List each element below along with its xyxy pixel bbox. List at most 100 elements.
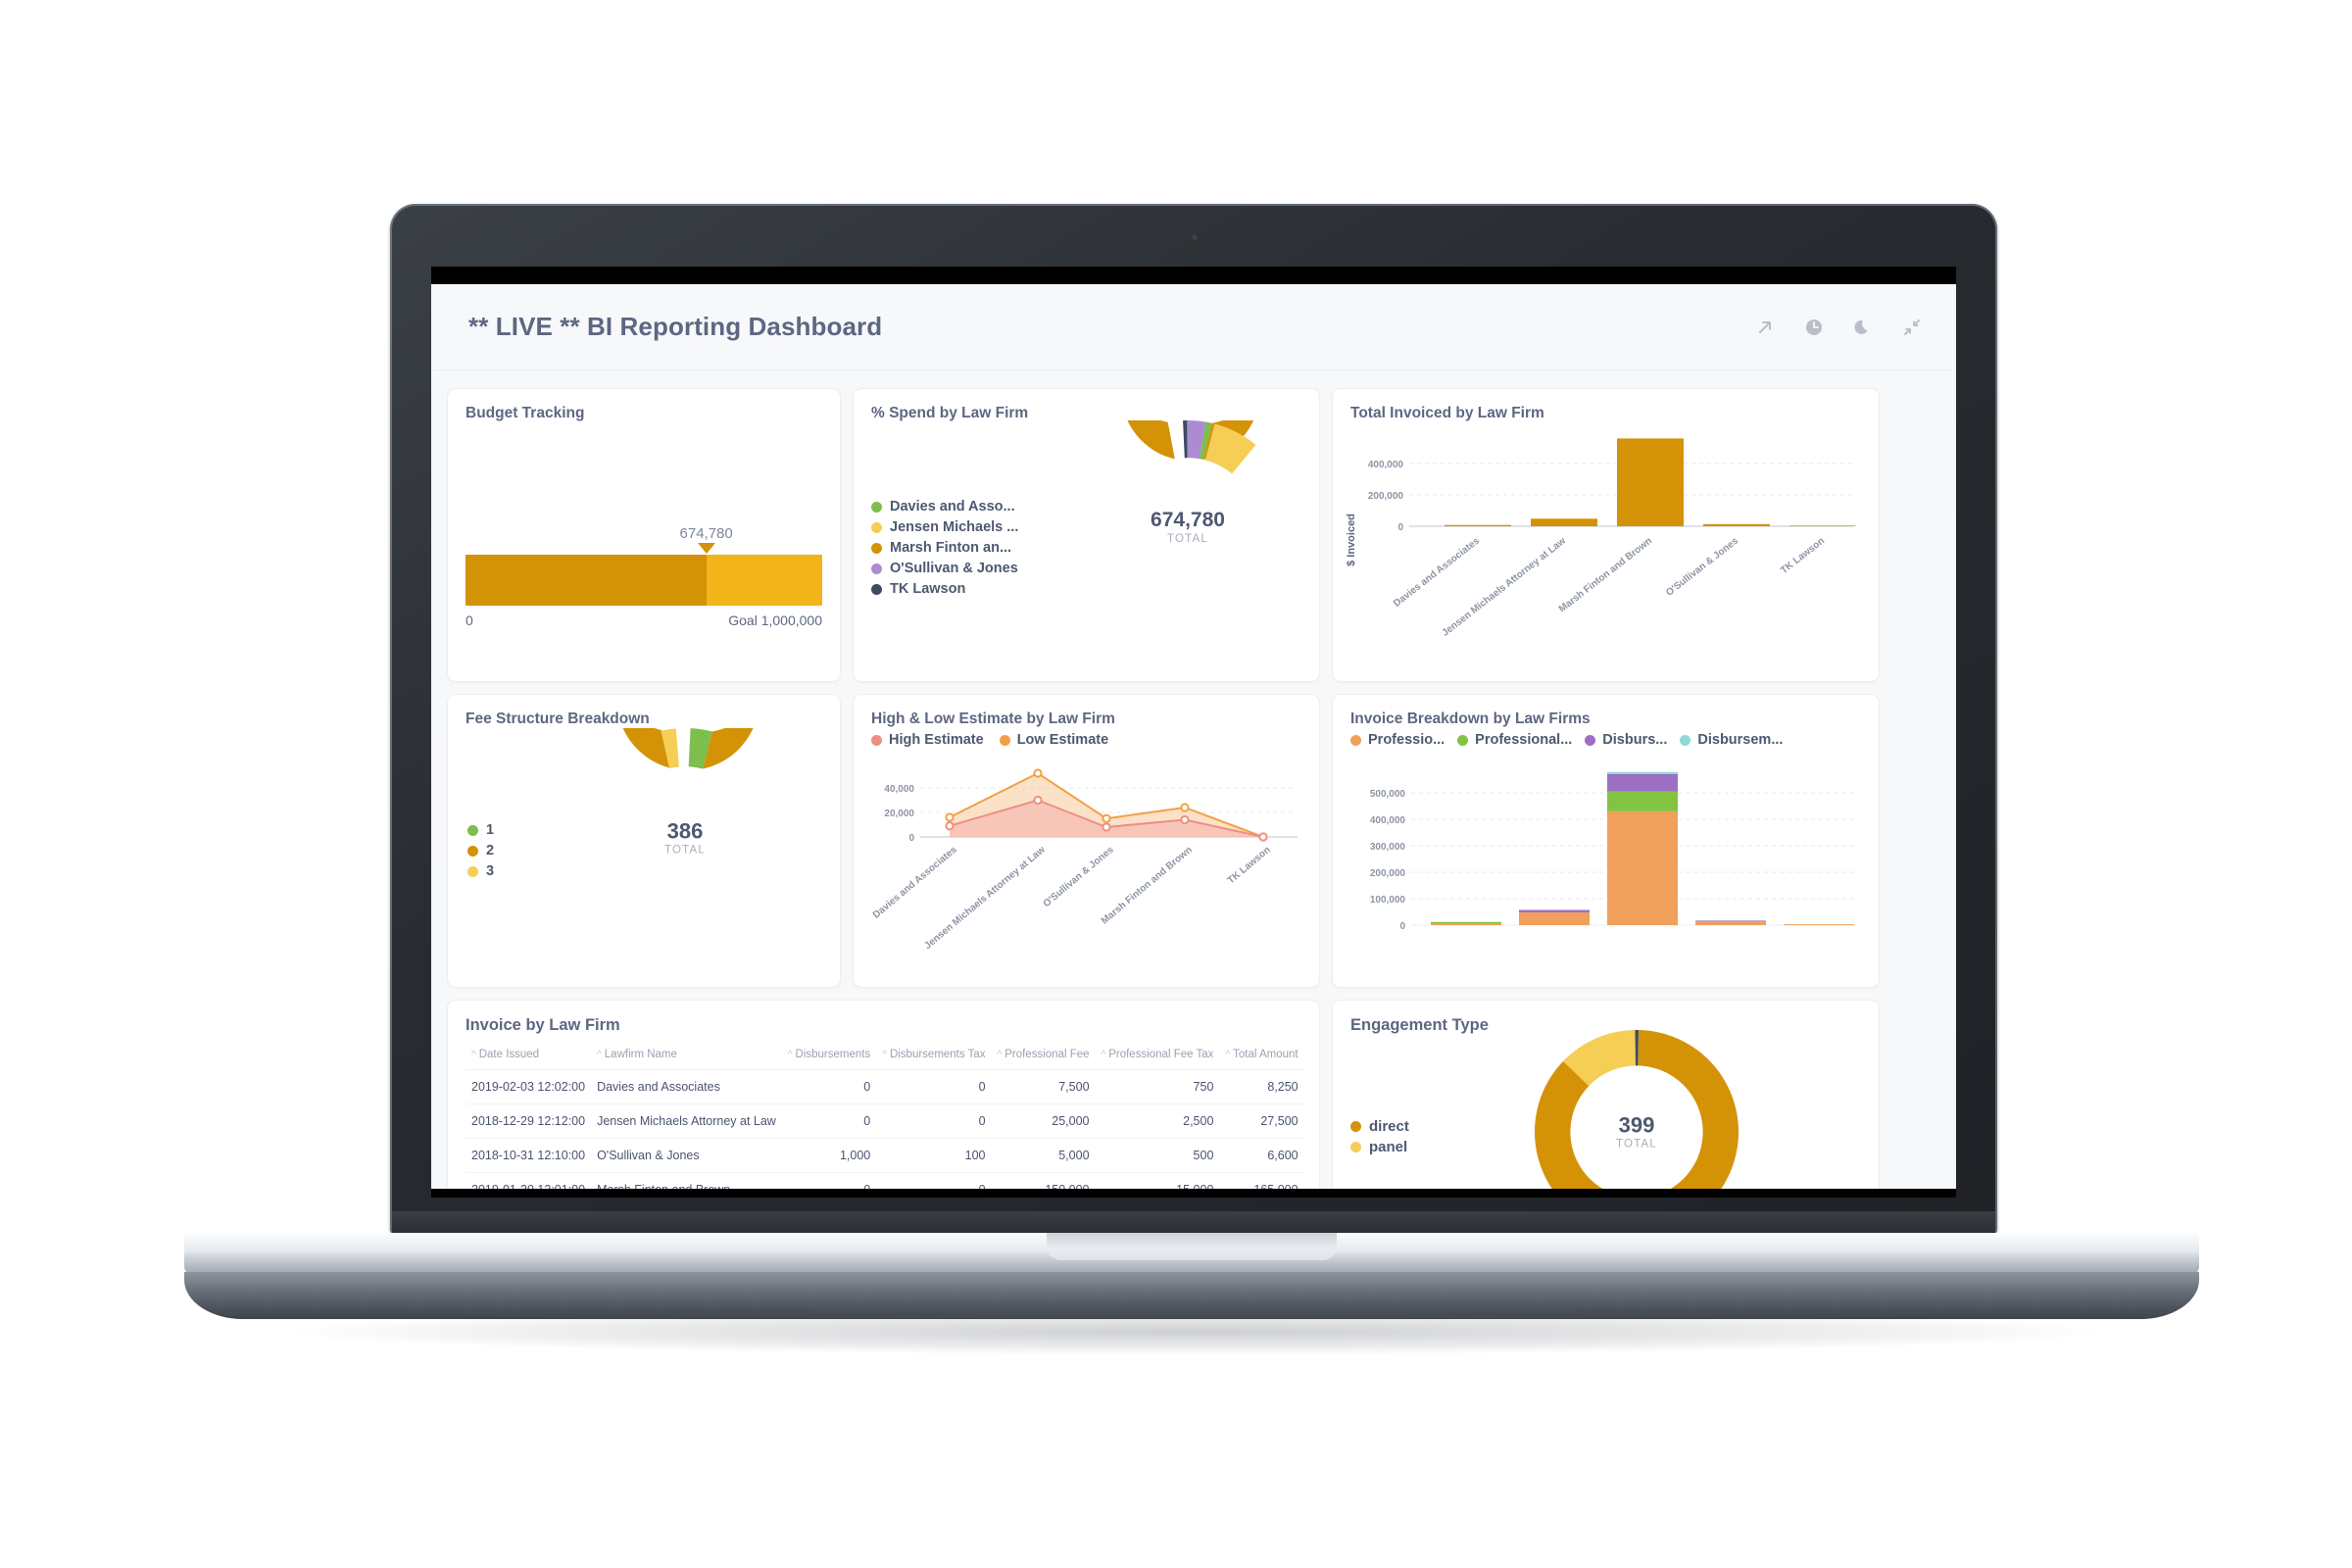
card-total-invoiced: Total Invoiced by Law Firm $ Invoiced 40… bbox=[1332, 388, 1880, 682]
cell-total-amount: 8,250 bbox=[1219, 1069, 1304, 1104]
engagement-donut-chart[interactable]: 399 TOTAL bbox=[1535, 1030, 1739, 1189]
legend-item[interactable]: panel bbox=[1350, 1137, 1409, 1157]
table-row[interactable]: 2019-01-20 12:01:00 Marsh Finton and Bro… bbox=[466, 1172, 1304, 1189]
laptop-screen: ** LIVE ** BI Reporting Dashboard bbox=[431, 284, 1956, 1189]
sort-caret-icon: ^ bbox=[882, 1050, 887, 1060]
legend-label: High Estimate bbox=[889, 732, 984, 748]
laptop-base-notch bbox=[1047, 1233, 1337, 1260]
legend-label: Disbursem... bbox=[1697, 732, 1784, 748]
dashboard-row-2: Fee Structure Breakdown 1 2 3 bbox=[447, 694, 1940, 988]
card-fee-structure: Fee Structure Breakdown 1 2 3 bbox=[447, 694, 841, 988]
cell-lawfirm-name: Jensen Michaels Attorney at Law bbox=[591, 1103, 782, 1139]
bi-dashboard: ** LIVE ** BI Reporting Dashboard bbox=[431, 284, 1956, 1189]
legend-dot-icon bbox=[871, 584, 882, 595]
table-row[interactable]: 2018-12-29 12:12:00 Jensen Michaels Atto… bbox=[466, 1103, 1304, 1139]
cell-professional-fee: 5,000 bbox=[991, 1138, 1096, 1173]
laptop-hinge bbox=[392, 1211, 1995, 1235]
legend-dot-icon bbox=[871, 502, 882, 513]
cell-date-issued: 2019-02-03 12:02:00 bbox=[466, 1069, 592, 1104]
moon-icon[interactable] bbox=[1852, 317, 1874, 338]
svg-text:400,000: 400,000 bbox=[1368, 460, 1404, 470]
spend-donut-chart[interactable]: 674,780 TOTAL bbox=[1081, 389, 1295, 634]
legend-item[interactable]: TK Lawson bbox=[871, 579, 1018, 600]
cell-disbursements: 0 bbox=[781, 1172, 877, 1189]
budget-bar-fill bbox=[466, 555, 707, 606]
column-header-date-issued[interactable]: ^ Date Issued bbox=[466, 1043, 592, 1070]
fee-structure-donut-chart[interactable]: 386 TOTAL bbox=[575, 695, 795, 948]
cell-disbursements-tax: 100 bbox=[876, 1138, 992, 1173]
table-row[interactable]: 2019-02-03 12:02:00 Davies and Associate… bbox=[466, 1069, 1304, 1104]
svg-text:O'Sullivan & Jones: O'Sullivan & Jones bbox=[1042, 844, 1116, 909]
legend-item[interactable]: Professio... bbox=[1350, 732, 1445, 748]
svg-text:200,000: 200,000 bbox=[1368, 491, 1404, 502]
legend-item[interactable]: Low Estimate bbox=[999, 732, 1109, 748]
card-engagement-type: Engagement Type direct panel bbox=[1332, 1000, 1880, 1189]
budget-marker-arrow-icon bbox=[697, 543, 715, 554]
svg-text:20,000: 20,000 bbox=[884, 808, 914, 819]
column-header-lawfirm-name[interactable]: ^ Lawfirm Name bbox=[591, 1043, 782, 1070]
estimates-legend: High Estimate Low Estimate bbox=[871, 732, 1301, 748]
legend-item[interactable]: 3 bbox=[467, 861, 494, 882]
budget-marker: 674,780 bbox=[466, 515, 822, 555]
svg-text:200,000: 200,000 bbox=[1370, 868, 1406, 879]
cell-lawfirm-name: Marsh Finton and Brown bbox=[591, 1172, 782, 1189]
column-header-professional-fee[interactable]: ^ Professional Fee bbox=[991, 1043, 1096, 1070]
card-invoice-breakdown: Invoice Breakdown by Law Firms Professio… bbox=[1332, 694, 1880, 988]
budget-axis-labels: 0 Goal 1,000,000 bbox=[466, 612, 822, 628]
table-header-row: ^ Date Issued ^ Lawfirm Name ^ Disbursement… bbox=[466, 1043, 1304, 1070]
column-header-disbursements[interactable]: ^ Disbursements bbox=[781, 1043, 877, 1070]
legend-item[interactable]: Jensen Michaels ... bbox=[871, 517, 1018, 538]
legend-dot-icon bbox=[467, 866, 478, 877]
column-header-disbursements-tax[interactable]: ^ Disbursements Tax bbox=[876, 1043, 992, 1070]
legend-dot-icon bbox=[1350, 1121, 1361, 1132]
collapse-icon[interactable] bbox=[1901, 317, 1923, 338]
legend-item[interactable]: Disburs... bbox=[1585, 732, 1667, 748]
invoice-breakdown-bar-chart[interactable]: 500,000 400,000 300,000 200,000 100,000 … bbox=[1339, 760, 1868, 965]
svg-text:300,000: 300,000 bbox=[1370, 842, 1406, 853]
legend-label: Davies and Asso... bbox=[890, 499, 1015, 514]
svg-text:100,000: 100,000 bbox=[1370, 895, 1406, 906]
legend-label: panel bbox=[1369, 1139, 1408, 1155]
share-arrow-icon[interactable] bbox=[1754, 317, 1776, 338]
dashboard-header: ** LIVE ** BI Reporting Dashboard bbox=[431, 284, 1956, 370]
cell-total-amount: 27,500 bbox=[1219, 1103, 1304, 1139]
table-row[interactable]: 2018-10-31 12:10:00 O'Sullivan & Jones 1… bbox=[466, 1138, 1304, 1173]
legend-dot-icon bbox=[1585, 734, 1596, 746]
svg-text:0: 0 bbox=[908, 833, 914, 844]
legend-item[interactable]: 1 bbox=[467, 820, 494, 841]
budget-bar-track[interactable] bbox=[466, 555, 822, 606]
clock-icon[interactable] bbox=[1803, 317, 1825, 338]
cell-professional-fee: 150,000 bbox=[991, 1172, 1096, 1189]
legend-label: Professional... bbox=[1475, 732, 1573, 748]
header-actions bbox=[1754, 317, 1923, 338]
cell-disbursements: 1,000 bbox=[781, 1138, 877, 1173]
card-title: Invoice Breakdown by Law Firms bbox=[1350, 710, 1591, 727]
sort-caret-icon: ^ bbox=[471, 1050, 476, 1060]
legend-item[interactable]: direct bbox=[1350, 1116, 1409, 1137]
legend-label: Low Estimate bbox=[1016, 732, 1109, 748]
legend-item[interactable]: Davies and Asso... bbox=[871, 497, 1018, 517]
legend-item[interactable]: O'Sullivan & Jones bbox=[871, 559, 1018, 579]
cell-lawfirm-name: Davies and Associates bbox=[591, 1069, 782, 1104]
total-invoiced-bar-chart[interactable]: $ Invoiced 400,000 200,000 0 bbox=[1339, 424, 1868, 669]
budget-min-label: 0 bbox=[466, 612, 473, 628]
legend-item[interactable]: Marsh Finton an... bbox=[871, 538, 1018, 559]
svg-text:TK Lawson: TK Lawson bbox=[1226, 845, 1273, 887]
legend-label: 1 bbox=[486, 822, 495, 838]
svg-text:TK Lawson: TK Lawson bbox=[1779, 536, 1827, 577]
legend-item[interactable]: Professional... bbox=[1457, 732, 1572, 748]
legend-item[interactable]: Disbursem... bbox=[1680, 732, 1783, 748]
estimates-area-chart[interactable]: 40,000 20,000 0 bbox=[861, 761, 1312, 977]
column-header-total-amount[interactable]: ^ Total Amount bbox=[1219, 1043, 1304, 1070]
legend-item[interactable]: 2 bbox=[467, 841, 494, 861]
dashboard-row-1: Budget Tracking 674,780 0 Goal bbox=[447, 388, 1940, 682]
sort-caret-icon: ^ bbox=[787, 1050, 793, 1060]
card-invoice-table: Invoice by Law Firm ^ Date Issued ^ Lawfir… bbox=[447, 1000, 1320, 1189]
legend-dot-icon bbox=[871, 543, 882, 554]
sort-caret-icon: ^ bbox=[1225, 1050, 1231, 1060]
cell-date-issued: 2018-10-31 12:10:00 bbox=[466, 1138, 592, 1173]
column-header-professional-fee-tax[interactable]: ^ Professional Fee Tax bbox=[1095, 1043, 1220, 1070]
legend-item[interactable]: High Estimate bbox=[871, 732, 984, 748]
card-high-low-estimate: High & Low Estimate by Law Firm High Est… bbox=[853, 694, 1320, 988]
